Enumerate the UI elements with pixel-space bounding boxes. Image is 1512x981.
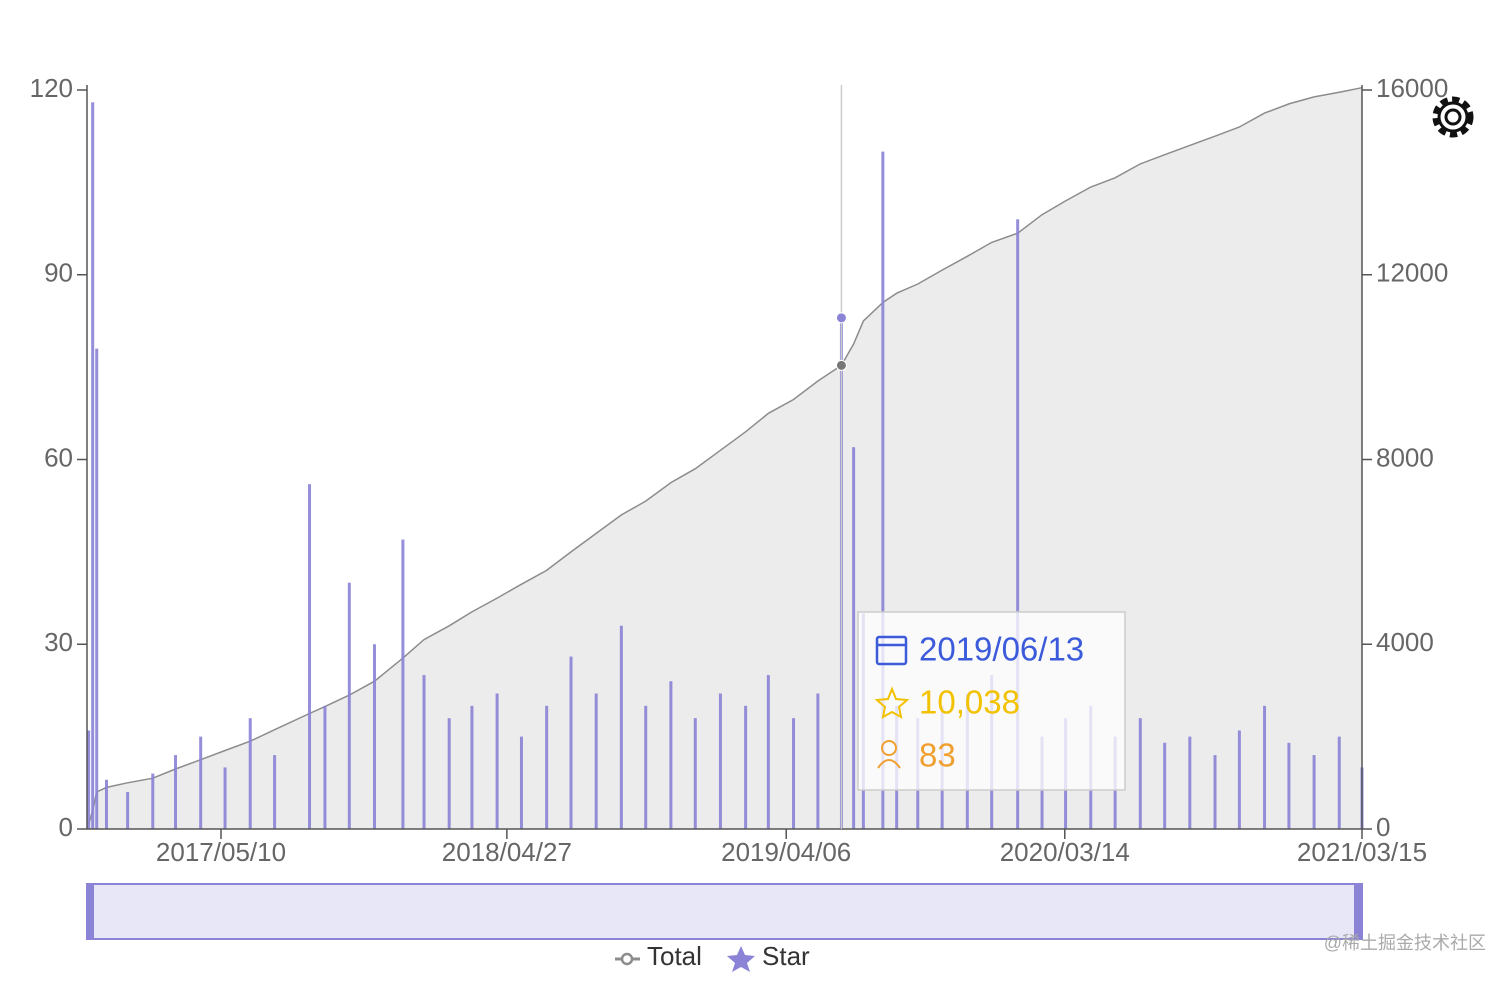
star-bar bbox=[1138, 718, 1142, 829]
total-line bbox=[87, 86, 1363, 825]
legend-label: Star bbox=[762, 941, 810, 971]
star-bar bbox=[644, 705, 648, 829]
y-tick-label: 30 bbox=[44, 627, 73, 657]
y2-tick-label: 12000 bbox=[1376, 258, 1448, 288]
hover-dot bbox=[835, 359, 847, 371]
star-bar bbox=[1263, 705, 1267, 829]
y-tick-label: 60 bbox=[44, 442, 73, 472]
star-bar bbox=[744, 705, 748, 829]
star-bar bbox=[669, 681, 673, 829]
star-bar bbox=[852, 447, 856, 829]
star-bar bbox=[470, 705, 474, 829]
star-bar bbox=[1016, 219, 1020, 829]
zoom-handle[interactable] bbox=[1354, 884, 1362, 939]
star-bar bbox=[104, 779, 108, 829]
y2-tick-label: 4000 bbox=[1376, 627, 1434, 657]
legend-icon bbox=[727, 946, 755, 972]
star-bar bbox=[422, 675, 426, 829]
star-bar bbox=[718, 693, 722, 829]
star-bar bbox=[881, 151, 885, 830]
user-icon bbox=[881, 740, 897, 756]
star-bar bbox=[372, 644, 376, 829]
star-bar bbox=[766, 675, 770, 829]
tooltip: 2019/06/13 10,038 83 bbox=[857, 611, 1126, 791]
star-bar bbox=[1163, 742, 1167, 829]
star-bar bbox=[223, 767, 227, 829]
watermark: @稀土掘金技术社区 bbox=[1324, 933, 1486, 953]
star-bar bbox=[693, 718, 697, 829]
star-bar bbox=[1312, 755, 1316, 829]
star-bar bbox=[545, 705, 549, 829]
star-bar bbox=[347, 582, 351, 829]
x-tick-label: 2021/03/15 bbox=[1297, 837, 1427, 867]
legend-label: Total bbox=[647, 941, 702, 971]
legend-icon bbox=[620, 952, 634, 966]
star-bar bbox=[308, 484, 312, 829]
star-bar bbox=[91, 102, 95, 830]
plot: 0 30 60 90 120 0 4000 8000 12000 16000 2017/05/10 2… bbox=[30, 73, 1448, 972]
y2-tick-label: 8000 bbox=[1376, 442, 1434, 472]
star-bar bbox=[323, 705, 327, 829]
star-bar bbox=[1188, 736, 1192, 829]
hover-dot bbox=[835, 312, 847, 324]
star-bar bbox=[1337, 736, 1341, 829]
x-tick-label: 2018/04/27 bbox=[442, 837, 572, 867]
star-bar bbox=[126, 792, 130, 829]
y2-tick-label: 16000 bbox=[1376, 73, 1448, 103]
star-bar bbox=[87, 730, 91, 829]
x-tick-label: 2017/05/10 bbox=[156, 837, 286, 867]
star-bar bbox=[1213, 755, 1217, 829]
star-bar bbox=[95, 348, 99, 829]
tooltip-total: 10,038 bbox=[919, 684, 1020, 721]
star-bar bbox=[594, 693, 598, 829]
x-tick-label: 2019/04/06 bbox=[721, 837, 851, 867]
tooltip-star: 83 bbox=[919, 737, 956, 774]
data-zoom[interactable] bbox=[86, 883, 1363, 940]
zoom-handle[interactable] bbox=[86, 884, 94, 939]
y-tick-label: 0 bbox=[59, 812, 73, 842]
y2-tick-label: 0 bbox=[1376, 812, 1390, 842]
calendar-icon bbox=[875, 635, 908, 666]
star-bar bbox=[792, 718, 796, 829]
star-icon bbox=[874, 686, 910, 719]
star-bar bbox=[495, 693, 499, 829]
star-bar bbox=[619, 625, 623, 829]
y-tick-label: 90 bbox=[44, 258, 73, 288]
user-icon bbox=[877, 759, 901, 769]
star-bar bbox=[519, 736, 523, 829]
x-tick-label: 2020/03/14 bbox=[1000, 837, 1130, 867]
star-bar bbox=[248, 718, 252, 829]
star-bar bbox=[151, 773, 155, 829]
settings-icon[interactable] bbox=[1432, 96, 1474, 138]
star-bar bbox=[273, 755, 277, 829]
star-bar bbox=[199, 736, 203, 829]
star-bar bbox=[447, 718, 451, 829]
tooltip-box bbox=[857, 611, 1126, 791]
star-bar bbox=[816, 693, 820, 829]
legend: Total Star bbox=[615, 941, 810, 972]
star-bar bbox=[401, 539, 405, 829]
star-bar bbox=[1287, 742, 1291, 829]
y-tick-label: 120 bbox=[30, 73, 73, 103]
star-bar bbox=[569, 656, 573, 829]
star-bar bbox=[1237, 730, 1241, 829]
star-bar bbox=[174, 755, 178, 829]
tooltip-date: 2019/06/13 bbox=[919, 631, 1084, 668]
